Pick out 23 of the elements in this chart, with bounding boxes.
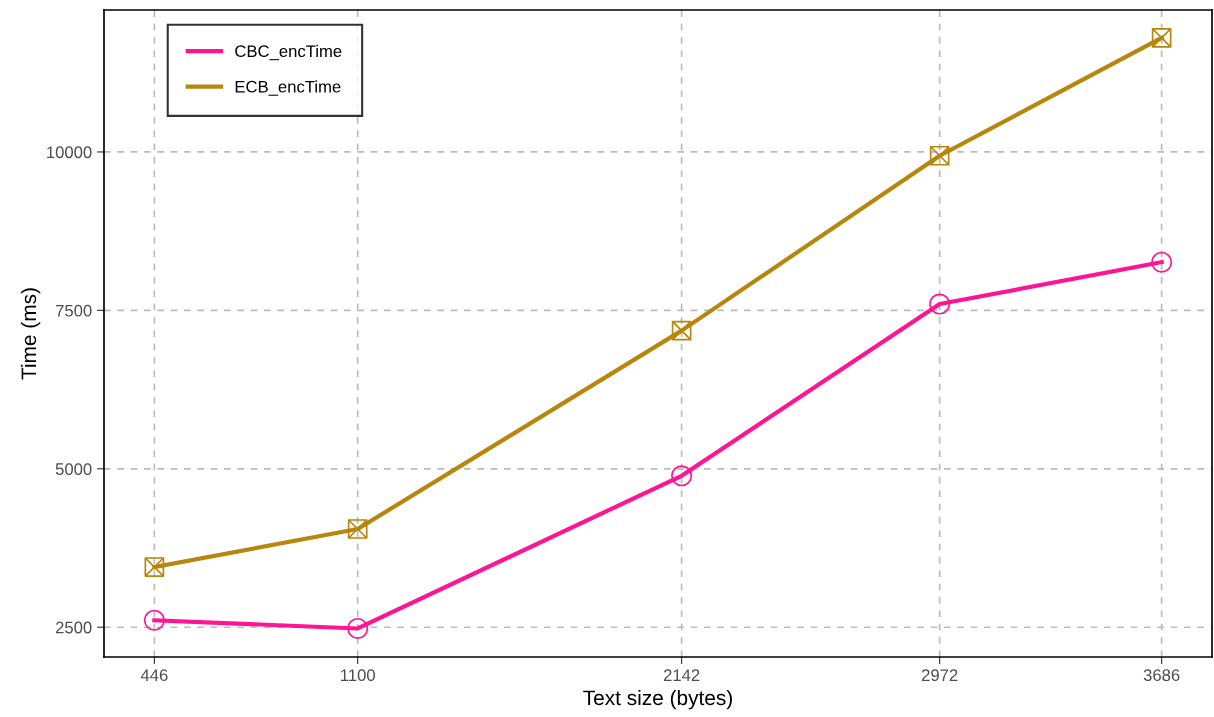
y-tick-label: 10000 bbox=[47, 146, 92, 159]
point bbox=[347, 617, 369, 640]
y-tick-label: 5000 bbox=[55, 463, 92, 475]
x-axis-title: Text size (bytes) bbox=[583, 689, 732, 710]
point bbox=[1151, 251, 1173, 273]
x-tick-label: 2142 bbox=[663, 669, 700, 681]
point bbox=[929, 293, 951, 315]
point bbox=[929, 145, 950, 166]
point bbox=[347, 519, 368, 539]
x-tick-label: 1100 bbox=[341, 669, 375, 682]
y-tick-label: 2500 bbox=[55, 621, 92, 634]
legend-label: ECB_encTime bbox=[235, 80, 341, 96]
x-tick-label: 446 bbox=[140, 669, 168, 682]
point bbox=[143, 609, 165, 631]
point bbox=[1151, 28, 1172, 48]
x-tick-label: 3686 bbox=[1143, 669, 1180, 682]
point bbox=[144, 557, 165, 577]
point bbox=[671, 465, 693, 487]
y-axis-title: Time (ms) bbox=[20, 288, 41, 380]
y-tick-label: 7500 bbox=[55, 304, 92, 317]
legend-label: CBC_encTime bbox=[235, 44, 342, 61]
point bbox=[671, 320, 692, 341]
x-tick-label: 2972 bbox=[921, 669, 958, 682]
